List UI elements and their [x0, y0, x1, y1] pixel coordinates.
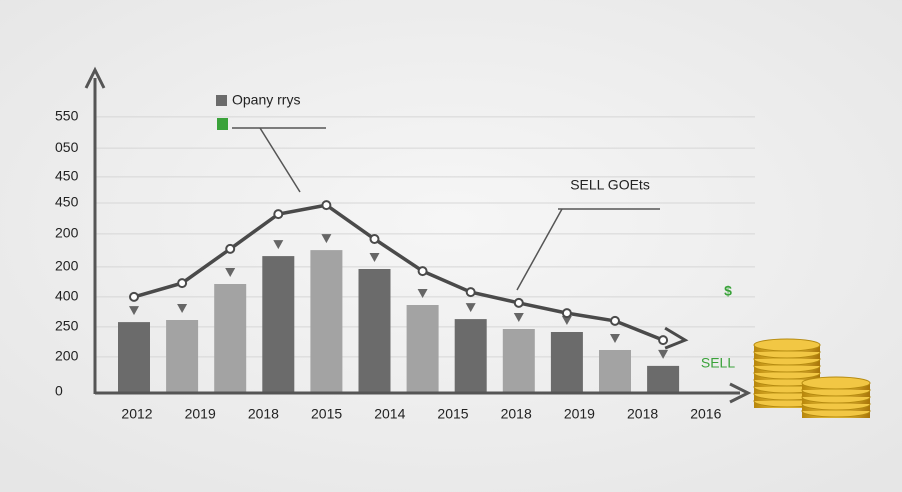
- x-tick-label: 2014: [374, 406, 405, 422]
- x-tick-label: 2018: [501, 406, 532, 422]
- bar: [118, 322, 150, 392]
- line-point: [417, 266, 428, 277]
- line-point: [465, 287, 476, 298]
- trend-line: [133, 203, 664, 342]
- coin-face: [801, 376, 871, 390]
- y-tick-label: 450: [55, 168, 79, 184]
- bar-marker: [321, 234, 332, 244]
- legend-swatch-green: [217, 118, 228, 130]
- x-tick-label: 2015: [311, 406, 342, 422]
- coins: [753, 338, 871, 418]
- bar-marker: [417, 289, 428, 298]
- y-tick-label: 450: [55, 194, 79, 210]
- line-point: [129, 291, 139, 302]
- bar: [599, 350, 631, 392]
- x-tick-label: 2018: [248, 406, 279, 422]
- y-axis-arrow: [84, 66, 106, 89]
- trend-arrow: [664, 326, 689, 350]
- bar: [262, 256, 295, 392]
- line-point: [321, 200, 332, 211]
- y-tick-label: 250: [55, 318, 79, 334]
- line-point: [658, 335, 669, 346]
- x-tick-label: 2019: [185, 406, 216, 422]
- y-tick-label: 200: [55, 258, 79, 274]
- bar: [310, 250, 343, 392]
- bar-marker: [610, 334, 620, 343]
- annotation: SELL GOEts: [570, 177, 650, 193]
- y-tick-label: 200: [55, 348, 79, 364]
- legend-label: Opany rrys: [232, 92, 300, 108]
- x-tick-label: 2012: [121, 406, 152, 422]
- line-point: [561, 308, 572, 319]
- bar-marker: [177, 304, 188, 313]
- dollar-sign: $: [724, 283, 732, 299]
- coin-face: [753, 338, 821, 352]
- bar: [214, 284, 247, 392]
- x-tick-label: 2015: [437, 406, 468, 422]
- y-tick-label: 400: [55, 288, 79, 304]
- annotation-pointer: [516, 208, 563, 291]
- bar: [647, 365, 680, 392]
- y-tick-label: 0: [55, 383, 63, 399]
- y-tick-label: 200: [55, 225, 79, 241]
- bar: [502, 329, 535, 392]
- bar-marker: [513, 313, 524, 322]
- sell-label: SELL: [701, 355, 735, 371]
- line-point: [513, 297, 524, 308]
- bar: [406, 305, 439, 392]
- bar-marker: [129, 306, 139, 316]
- bar-marker: [225, 268, 236, 277]
- x-tick-label: 2016: [690, 406, 721, 422]
- bar-marker: [369, 253, 380, 262]
- bar-marker: [658, 349, 669, 359]
- bar: [358, 269, 391, 392]
- bar: [454, 319, 487, 392]
- line-point: [225, 243, 236, 254]
- line-point: [177, 278, 188, 289]
- line-layer: [129, 200, 689, 350]
- bars: [118, 234, 680, 392]
- x-tick-label: 2019: [564, 406, 595, 422]
- bar-marker: [561, 316, 572, 325]
- bar: [550, 332, 583, 392]
- x-axis-arrow: [729, 382, 752, 404]
- y-tick-label: 550: [55, 108, 79, 124]
- bar: [166, 320, 199, 392]
- line-point: [610, 315, 620, 326]
- bar-marker: [273, 240, 284, 250]
- line-point: [273, 209, 284, 220]
- legend-swatch: [216, 95, 227, 106]
- bar-marker: [465, 303, 476, 313]
- legend-pointer: [259, 127, 301, 193]
- x-tick-label: 2018: [627, 406, 658, 422]
- line-point: [369, 234, 380, 244]
- y-tick-label: 050: [55, 139, 79, 155]
